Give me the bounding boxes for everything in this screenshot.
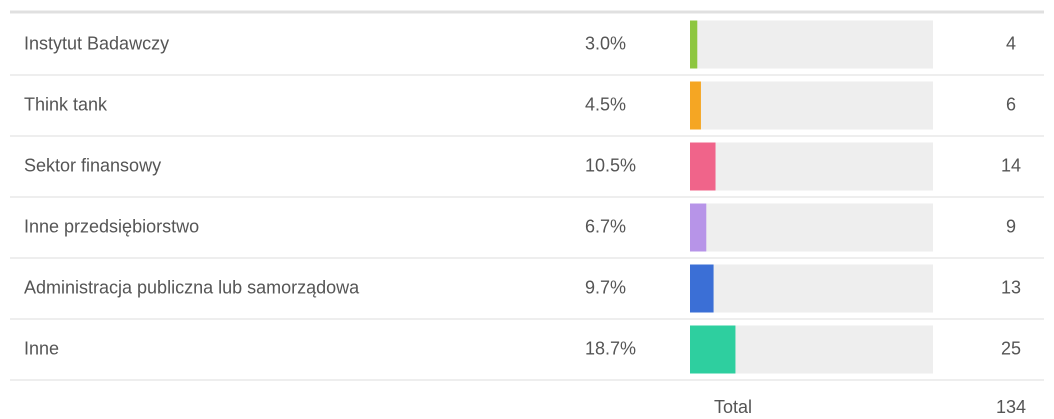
row-label: Inne przedsiębiorstwo <box>24 216 199 236</box>
percent-label: 9.7% <box>585 277 626 297</box>
row-label: Instytut Badawczy <box>24 33 169 53</box>
bar-track <box>690 142 933 191</box>
bar <box>690 20 698 69</box>
total-value: 134 <box>996 397 1026 417</box>
percent-label: 6.7% <box>585 216 626 236</box>
row-label: Think tank <box>24 94 108 114</box>
row-label: Inne <box>24 338 59 358</box>
percent-label: 18.7% <box>585 338 636 358</box>
count-label: 4 <box>1006 33 1016 53</box>
total-label: Total <box>714 397 752 417</box>
percent-label: 4.5% <box>585 94 626 114</box>
bar <box>690 325 736 374</box>
row-label: Administracja publiczna lub samorządowa <box>24 277 360 297</box>
count-label: 25 <box>1001 338 1021 358</box>
count-label: 14 <box>1001 155 1021 175</box>
bar-track <box>690 81 933 130</box>
bar <box>690 264 714 313</box>
bar-track <box>690 264 933 313</box>
bar-track <box>690 20 933 69</box>
row-label: Sektor finansowy <box>24 155 161 175</box>
count-label: 6 <box>1006 94 1016 114</box>
count-label: 9 <box>1006 216 1016 236</box>
bar <box>690 203 707 252</box>
percent-label: 10.5% <box>585 155 636 175</box>
bar <box>690 142 716 191</box>
percent-label: 3.0% <box>585 33 626 53</box>
bar-track <box>690 203 933 252</box>
count-label: 13 <box>1001 277 1021 297</box>
bar <box>690 81 701 130</box>
